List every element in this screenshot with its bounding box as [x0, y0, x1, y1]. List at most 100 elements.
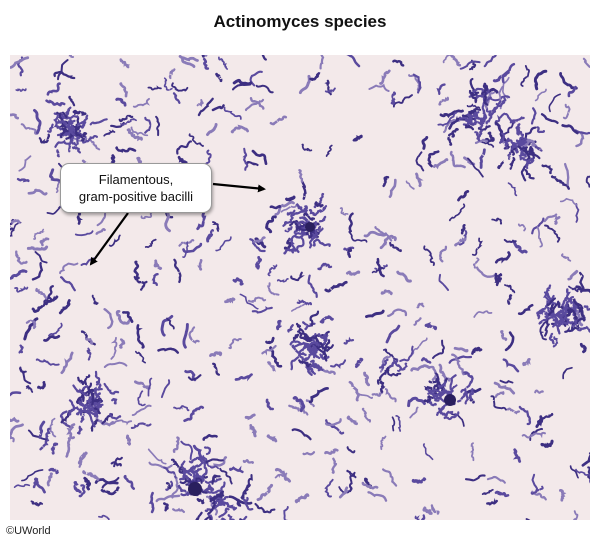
bacillus-filament	[88, 404, 98, 418]
bacillus-filament	[483, 90, 489, 106]
bacillus-filament	[347, 247, 353, 259]
bacillus-filament	[120, 118, 137, 126]
bacillus-filament	[428, 401, 437, 407]
copyright-credit: ©UWorld	[6, 525, 51, 537]
bacillus-filament	[83, 374, 91, 386]
bacillus-filament	[118, 338, 126, 349]
bacillus-filament	[319, 315, 334, 324]
bacillus-filament	[203, 460, 208, 476]
bacillus-filament	[55, 181, 60, 194]
bacillus-filament	[559, 197, 578, 206]
bacillus-filament	[324, 418, 342, 427]
bacillus-filament	[391, 416, 396, 432]
bacillus-filament	[543, 213, 558, 223]
bacillus-filament	[247, 296, 267, 304]
bacillus-filament	[276, 319, 283, 331]
bacillus-filament	[48, 467, 59, 475]
bacillus-filament	[298, 74, 311, 95]
bacillus-filament	[249, 424, 257, 438]
bacillus-filament	[32, 477, 40, 489]
bacillus-filament	[427, 150, 440, 168]
bacillus-filament	[485, 110, 497, 125]
bacillus-filament	[68, 136, 75, 145]
bacillus-filament	[80, 132, 88, 142]
bacillus-filament	[180, 440, 194, 460]
bacillus-filament	[85, 337, 94, 345]
bacillus-filament	[348, 380, 361, 402]
bacillus-filament	[509, 115, 525, 124]
bacillus-filament	[436, 83, 446, 95]
bacillus-filament	[131, 404, 152, 417]
bacillus-filament	[78, 484, 86, 498]
bacillus-filament	[133, 275, 148, 285]
bacillus-filament	[218, 507, 230, 518]
bacillus-filament	[533, 69, 548, 91]
bacillus-filament	[197, 258, 203, 271]
bacillus-filament	[412, 73, 422, 94]
bacillus-filament	[292, 396, 306, 413]
bacillus-filament	[512, 448, 522, 463]
bacillus-filament	[211, 474, 221, 485]
bacillus-filament	[80, 414, 85, 423]
bacillus-filament	[472, 257, 480, 269]
bacillus-filament	[187, 465, 195, 477]
bacillus-filament	[163, 502, 169, 512]
bacillus-filament	[517, 223, 527, 232]
bacillus-filament	[209, 493, 220, 501]
bacillus-filament	[545, 284, 553, 302]
bacillus-filament	[352, 134, 363, 142]
bacillus-filament	[434, 389, 447, 398]
bacillus-filament	[92, 402, 100, 408]
bacillus-filament	[345, 270, 361, 277]
bacillus-filament	[289, 220, 299, 227]
bacillus-filament	[298, 359, 312, 368]
bacillus-filament	[379, 234, 397, 250]
bacillus-filament	[534, 88, 547, 102]
bacillus-filament	[378, 358, 389, 371]
bacillus-filament	[524, 169, 535, 180]
bacillus-filament	[75, 408, 85, 416]
bacillus-filament	[346, 55, 361, 68]
bacillus-filament	[546, 297, 556, 306]
bacillus-filament	[89, 118, 108, 126]
bacillus-filament	[57, 112, 69, 125]
bacillus-filament	[449, 150, 466, 169]
bacillus-filament	[78, 452, 87, 468]
bacillus-filament	[115, 146, 137, 153]
bacillus-filament	[283, 237, 292, 250]
bacillus-filament	[540, 113, 559, 124]
bacillus-filament	[267, 264, 278, 277]
bacterial-colony	[444, 394, 456, 406]
bacillus-filament	[397, 362, 408, 372]
bacillus-filament	[181, 56, 196, 68]
bacillus-filament	[494, 251, 511, 264]
bacillus-filament	[463, 371, 474, 380]
bacillus-filament	[45, 99, 66, 107]
bacillus-filament	[348, 471, 356, 493]
bacillus-filament	[302, 451, 316, 456]
bacillus-filament	[515, 126, 521, 136]
bacillus-filament	[548, 93, 561, 113]
bacillus-filament	[295, 322, 302, 332]
bacillus-filament	[261, 344, 277, 356]
bacillus-filament	[339, 207, 349, 216]
bacillus-filament	[559, 72, 578, 90]
bacillus-filament	[267, 361, 276, 373]
bacillus-filament	[587, 466, 590, 481]
bacillus-filament	[78, 398, 89, 407]
bacillus-filament	[317, 239, 331, 247]
bacillus-filament	[190, 463, 202, 473]
bacillus-filament	[314, 201, 324, 208]
bacillus-filament	[376, 257, 385, 278]
bacillus-filament	[188, 456, 204, 465]
bacillus-filament	[83, 476, 92, 491]
bacillus-filament	[494, 272, 500, 287]
bacillus-filament	[244, 413, 256, 421]
bacillus-filament	[569, 465, 579, 479]
bacillus-filament	[567, 269, 579, 281]
bacillus-filament	[388, 178, 397, 198]
bacillus-filament	[382, 175, 390, 188]
bacillus-filament	[530, 147, 541, 160]
bacillus-filament	[411, 477, 427, 484]
bacillus-filament	[309, 310, 320, 327]
